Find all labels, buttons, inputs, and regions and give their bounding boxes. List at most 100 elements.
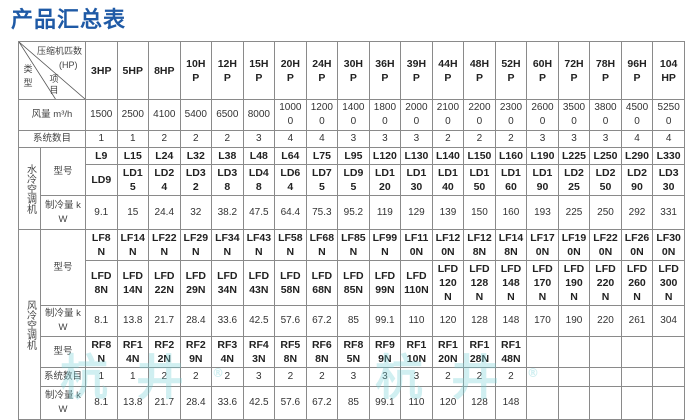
airflow-value: 23000	[494, 99, 528, 131]
airflow-label: 风量 m³/h	[18, 99, 86, 131]
systems-value: 1	[116, 367, 150, 387]
model-value: LFD190N	[557, 260, 591, 306]
cooling-value: 304	[652, 305, 685, 337]
model-value: LF128N	[463, 229, 496, 261]
model-value: L15	[116, 147, 150, 165]
model-value: LD15	[116, 164, 150, 196]
model-value: RF34N	[211, 336, 244, 368]
model-value: RF8N	[85, 336, 118, 368]
model-value	[620, 336, 654, 368]
cooling-value: 8.1	[85, 305, 118, 337]
water-cooling-row: 制冷量 kW 9.1 15 24.4 32 38.2 47.5 64.4 75.3 95.2 119…	[19, 195, 685, 230]
model-value: LF170N	[526, 229, 559, 261]
header-row: 压缩机匹数 (HP) 项目 类型 3HP 5HP 8HP 10HP 12HP 15HP 20…	[18, 41, 685, 100]
air-cooling-row: 制冷量 kW 8.1 13.8 21.7 28.4 33.6 42.5 57.6 67.2 85 9…	[19, 305, 685, 337]
airflow-row: 风量 m³/h 1500 2500 4100 5400 6500 8000 10000 1200…	[18, 99, 685, 131]
model-value: LD330	[652, 164, 685, 196]
systems-value: 3	[400, 130, 433, 148]
rf-systems-row: 系统数目 1 1 2 2 2 3 2 2 3 3 3 2 2 2	[19, 367, 685, 387]
model-value: RF128N	[463, 336, 496, 368]
model-value: LFD34N	[211, 260, 244, 306]
model-value: LD190	[526, 164, 559, 196]
model-value: LFD8N	[85, 260, 118, 306]
systems-value: 3	[242, 367, 276, 387]
systems-value: 4	[274, 130, 307, 148]
cooling-value: 9.1	[85, 195, 118, 230]
systems-value: 2	[211, 367, 244, 387]
cooling-value: 129	[400, 195, 433, 230]
column-header: 15HP	[242, 41, 276, 100]
model-value: RF68N	[305, 336, 339, 368]
systems-value: 2	[463, 130, 496, 148]
model-value: RF99N	[368, 336, 402, 368]
systems-label: 系统数目	[18, 130, 86, 148]
diagonal-lines	[19, 42, 85, 99]
airflow-value: 5400	[179, 99, 213, 131]
model-value: LF99N	[368, 229, 402, 261]
cooling-value: 21.7	[148, 386, 181, 420]
systems-value: 2	[148, 367, 181, 387]
cooling-value: 15	[116, 195, 150, 230]
systems-value: 4	[305, 130, 339, 148]
cooling-value: 110	[400, 386, 433, 420]
model-value: LFD110N	[400, 260, 433, 306]
model-value: L32	[179, 147, 213, 165]
column-header: 52HP	[494, 41, 528, 100]
model-value	[589, 336, 622, 368]
model-value: RF148N	[494, 336, 528, 368]
cooling-value: 57.6	[274, 386, 307, 420]
cooling-value: 28.4	[179, 386, 213, 420]
airflow-value: 26000	[526, 99, 559, 131]
model-value: LD95	[337, 164, 370, 196]
model-label: 型号	[40, 229, 86, 306]
rf-model-row: 型号 RF8N RF14N RF22N RF29N RF34N RF43N RF58N RF68…	[19, 336, 685, 368]
model-value: LFD300N	[652, 260, 685, 306]
cooling-label: 制冷量 kW	[40, 195, 86, 230]
cooling-value: 8.1	[85, 386, 118, 420]
model-value: LF68N	[305, 229, 339, 261]
model-value: L140	[431, 147, 465, 165]
cooling-value: 28.4	[179, 305, 213, 337]
cooling-label: 制冷量 kW	[40, 305, 86, 337]
cooling-value	[652, 386, 685, 420]
systems-value: 2	[305, 367, 339, 387]
model-value: L24	[148, 147, 181, 165]
systems-value: 2	[148, 130, 181, 148]
column-header: 36HP	[368, 41, 402, 100]
cooling-value: 85	[337, 386, 370, 420]
cooling-value: 95.2	[337, 195, 370, 230]
systems-value: 2	[274, 367, 307, 387]
cooling-value: 42.5	[242, 305, 276, 337]
water-model-ld-row: LD9 LD15 LD24 LD32 LD38 LD48 LD64 LD75 LD95 LD120…	[19, 164, 685, 196]
airflow-value: 18000	[368, 99, 402, 131]
model-value: L225	[557, 147, 591, 165]
model-value: LF14N	[116, 229, 150, 261]
model-value: L160	[494, 147, 528, 165]
model-value: LF85N	[337, 229, 370, 261]
cooling-value: 160	[494, 195, 528, 230]
model-value: L190	[526, 147, 559, 165]
model-value: LD250	[589, 164, 622, 196]
cooling-value: 120	[431, 305, 465, 337]
systems-value: 2	[463, 367, 496, 387]
cooling-value: 261	[620, 305, 654, 337]
cooling-value: 99.1	[368, 305, 402, 337]
model-value: L120	[368, 147, 402, 165]
cooling-value: 67.2	[305, 386, 339, 420]
model-value: LFD170N	[526, 260, 559, 306]
model-value: LFD68N	[305, 260, 339, 306]
cooling-value: 150	[463, 195, 496, 230]
model-value: LFD58N	[274, 260, 307, 306]
cooling-value: 64.4	[274, 195, 307, 230]
model-value: LFD260N	[620, 260, 654, 306]
cooling-value: 128	[463, 386, 496, 420]
airflow-value: 1500	[85, 99, 118, 131]
airflow-value: 6500	[211, 99, 244, 131]
water-model-l-row: 水冷空调机 型号 L9 L15 L24 L32 L38 L48 L64 L75 L95 L120 L13…	[18, 147, 685, 230]
cooling-value: 170	[526, 305, 559, 337]
cooling-value: 119	[368, 195, 402, 230]
cooling-value: 32	[179, 195, 213, 230]
model-value: LD75	[305, 164, 339, 196]
cooling-value: 67.2	[305, 305, 339, 337]
model-value: LD130	[400, 164, 433, 196]
